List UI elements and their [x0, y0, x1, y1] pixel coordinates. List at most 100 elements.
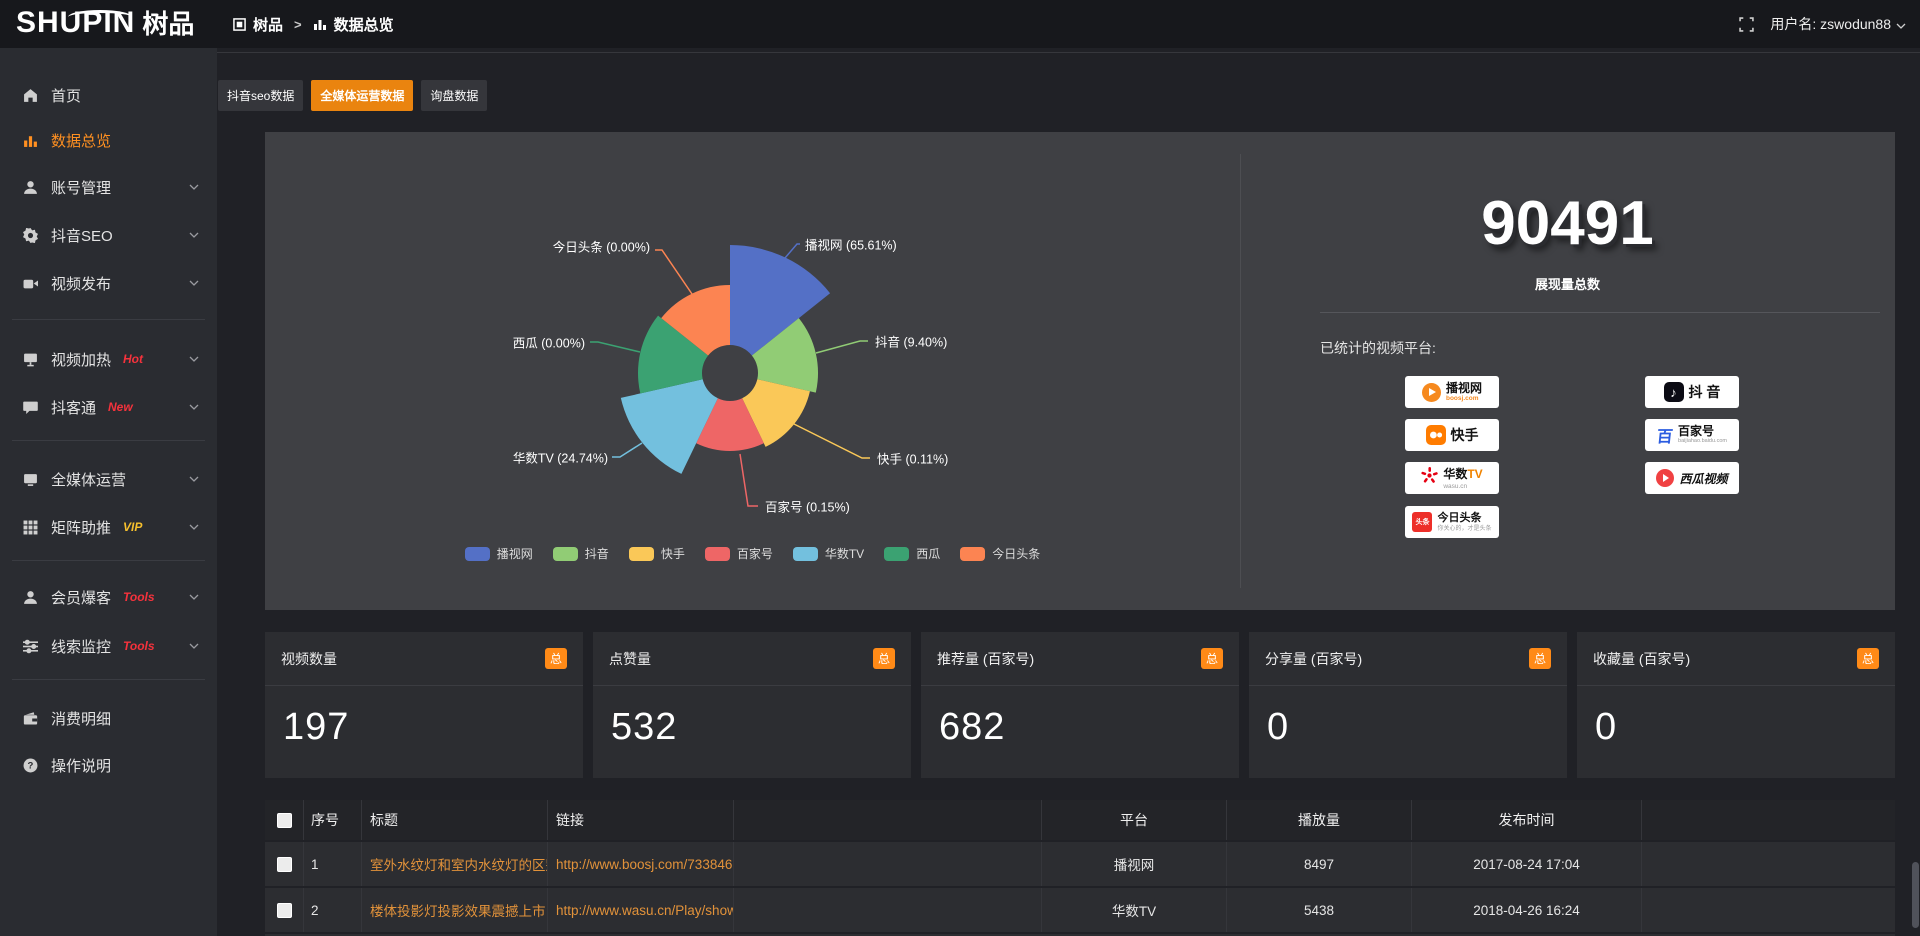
grid-icon	[22, 519, 38, 535]
top-bar: SHUPIN 树品 树品 > 数据总览 用户名: zswodun88	[0, 0, 1920, 53]
total-badge: 总	[1857, 648, 1879, 669]
sidebar: 首页 数据总览 账号管理 抖音SEO 视频发布 视频加热 Hot	[0, 48, 217, 936]
breadcrumb-separator: >	[294, 16, 302, 32]
user-menu[interactable]: 用户名: zswodun88	[1770, 14, 1906, 34]
video-camera-icon	[22, 275, 38, 291]
topbar-right: 用户名: zswodun88	[1739, 0, 1906, 48]
sidebar-item-label: 全媒体运营	[51, 471, 127, 489]
total-badge: 总	[873, 648, 895, 669]
breadcrumb-current[interactable]: 数据总览	[333, 16, 394, 34]
pie-slice[interactable]	[661, 285, 730, 356]
table-row: 1 室外水纹灯和室内水纹灯的区别和简介 http://www.boosj.com…	[265, 842, 1895, 886]
screen-icon	[22, 351, 38, 367]
legend-swatch	[552, 546, 578, 561]
bar-chart-icon	[313, 17, 327, 31]
sidebar-item-douketong[interactable]: 抖客通 New	[0, 387, 217, 427]
tab-douyin-seo-data[interactable]: 抖音seo数据	[218, 80, 304, 111]
logo-arc-decoration	[68, 10, 132, 24]
select-all-checkbox[interactable]	[276, 812, 292, 828]
sidebar-item-clue-monitor[interactable]: 线索监控 Tools	[0, 626, 217, 666]
chevron-down-icon	[189, 643, 199, 649]
breadcrumb-root[interactable]: 树品	[253, 16, 284, 34]
chevron-down-icon	[189, 404, 199, 410]
kuaishou-icon	[1425, 425, 1446, 445]
pie-leader-line	[784, 243, 800, 259]
cell-time: 2018-04-26 16:24	[1411, 888, 1641, 932]
chevron-down-icon	[1896, 16, 1906, 32]
table-row-partial	[265, 934, 1895, 936]
baijiahao-icon: 百	[1655, 429, 1674, 446]
platform-badge-boosj: 播视网 boosj.com	[1405, 376, 1499, 408]
sidebar-item-member-leads[interactable]: 会员爆客 Tools	[0, 577, 217, 617]
header-divider	[217, 52, 1920, 53]
pie-slice[interactable]	[620, 379, 718, 474]
legend-label: 华数TV	[824, 547, 865, 561]
pie-label: 百家号 (0.15%)	[765, 500, 850, 515]
pie-label: 抖音 (9.40%)	[875, 335, 948, 350]
chevron-down-icon	[189, 476, 199, 482]
pie-slice[interactable]	[742, 379, 810, 447]
row-checkbox[interactable]	[276, 856, 292, 872]
sidebar-item-video-heat[interactable]: 视频加热 Hot	[0, 339, 217, 379]
sidebar-item-media-operation[interactable]: 全媒体运营	[0, 459, 217, 499]
sidebar-item-home[interactable]: 首页	[0, 75, 217, 115]
tab-media-operation-data[interactable]: 全媒体运营数据	[311, 80, 414, 111]
sidebar-item-help[interactable]: ? 操作说明	[0, 745, 217, 785]
pie-leader-line	[793, 423, 870, 459]
sidebar-divider	[12, 560, 205, 561]
video-title-link[interactable]: 室外水纹灯和室内水纹灯的区别和简介	[370, 858, 547, 873]
sidebar-item-video-publish[interactable]: 视频发布	[0, 263, 217, 303]
pie-slice[interactable]	[638, 315, 709, 394]
stat-card-shares: 分享量 (百家号) 总 0	[1249, 632, 1567, 778]
legend-label: 播视网	[496, 547, 533, 561]
sidebar-item-label: 操作说明	[51, 757, 112, 775]
pie-label: 西瓜 (0.00%)	[512, 336, 585, 351]
cell-platform: 播视网	[1041, 842, 1226, 886]
legend-item[interactable]: 抖音	[552, 545, 609, 562]
toutiao-icon: 头条	[1412, 512, 1433, 532]
video-title-link[interactable]: 楼体投影灯投影效果震撼上市	[370, 904, 546, 919]
sidebar-item-matrix-boost[interactable]: 矩阵助推 VIP	[0, 507, 217, 547]
pie-slice[interactable]	[751, 318, 818, 393]
col-index: 序号	[303, 800, 361, 840]
legend-item[interactable]: 百家号	[704, 545, 773, 562]
legend-item[interactable]: 西瓜	[884, 545, 940, 562]
sidebar-item-label: 视频加热	[51, 351, 112, 369]
pie-slice[interactable]	[730, 245, 831, 356]
chevron-down-icon	[189, 232, 199, 238]
sidebar-item-douyin-seo[interactable]: 抖音SEO	[0, 215, 217, 255]
pie-leader-line	[612, 442, 643, 458]
pie-slice[interactable]	[696, 398, 764, 451]
pie-label: 播视网 (65.61%)	[805, 238, 897, 253]
app-logo[interactable]: SHUPIN 树品	[16, 6, 194, 40]
card-title: 视频数量	[281, 650, 337, 667]
fullscreen-icon[interactable]	[1739, 16, 1755, 32]
xigua-play-icon	[1656, 469, 1675, 487]
legend-label: 今日头条	[992, 547, 1041, 561]
gear-icon	[22, 227, 38, 243]
platform-badge-baijiahao: 百 百家号 baijiahao.baidu.com	[1645, 419, 1739, 451]
wallet-icon	[22, 710, 38, 726]
card-value: 532	[611, 706, 678, 748]
platform-badge-wasu: 华数TV wasu.cn	[1405, 462, 1499, 494]
legend-swatch	[464, 546, 490, 561]
pie-label: 快手 (0.11%)	[877, 452, 949, 467]
row-checkbox[interactable]	[276, 902, 292, 918]
member-icon	[22, 589, 38, 605]
sidebar-item-account[interactable]: 账号管理	[0, 167, 217, 207]
platforms-title: 已统计的视频平台:	[1320, 340, 1436, 356]
platform-badge-xigua: 西瓜视频	[1645, 462, 1739, 494]
video-url-link[interactable]: http://www.boosj.com/7338468.html	[556, 856, 733, 872]
legend-item[interactable]: 今日头条	[960, 545, 1040, 562]
video-url-link[interactable]: http://www.wasu.cn/Play/show/id/952...	[556, 902, 733, 918]
chevron-down-icon	[189, 184, 199, 190]
legend-item[interactable]: 华数TV	[792, 545, 865, 562]
col-time: 发布时间	[1411, 800, 1641, 840]
sidebar-item-data-overview[interactable]: 数据总览	[0, 120, 217, 160]
platform-badge-douyin: ♪ 抖 音	[1645, 376, 1739, 408]
legend-item[interactable]: 播视网	[464, 545, 533, 562]
tab-inquiry-data[interactable]: 询盘数据	[421, 80, 488, 111]
legend-item[interactable]: 快手	[628, 545, 685, 562]
sidebar-item-expense-detail[interactable]: 消费明细	[0, 698, 217, 738]
scrollbar-thumb[interactable]	[1912, 862, 1919, 928]
